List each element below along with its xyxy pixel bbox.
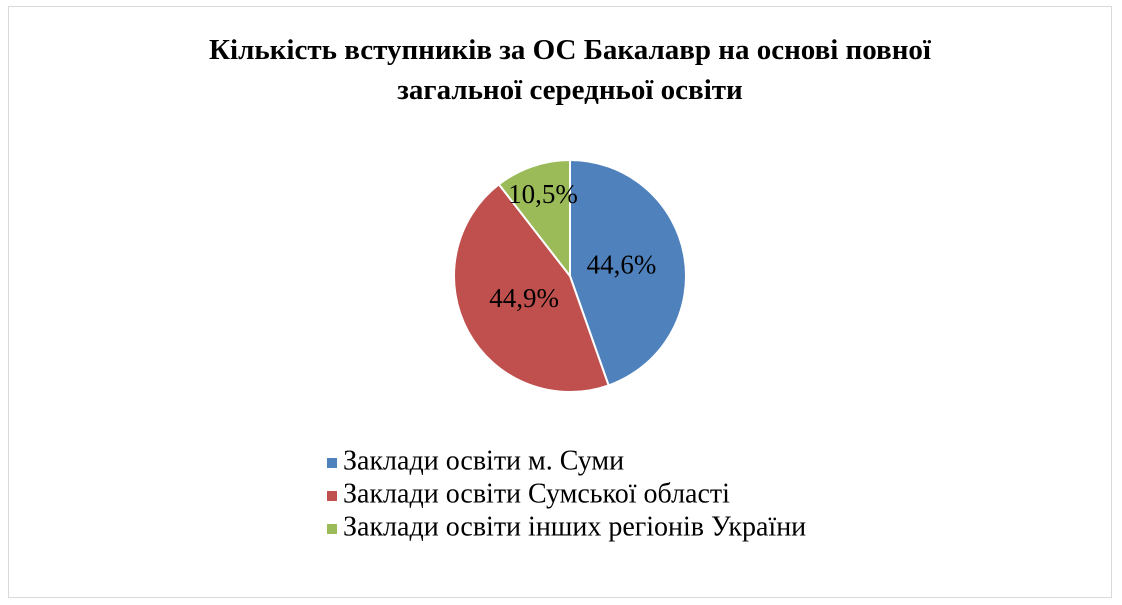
chart-title: Кількість вступників за ОС Бакалавр на о… — [209, 34, 931, 106]
pie-slice — [569, 158, 687, 387]
legend-label: Заклади освіти Сумської області — [343, 478, 730, 509]
chart-frame — [8, 6, 1112, 598]
legend-label: Заклади освіти інших регіонів України — [343, 511, 806, 542]
legend-swatch — [327, 491, 337, 501]
legend-swatch — [327, 524, 337, 534]
pie-slice — [497, 158, 571, 279]
data-label: 44,6% — [587, 249, 657, 279]
data-label: 44,9% — [489, 283, 559, 313]
legend-label: Заклади освіти м. Суми — [343, 445, 624, 476]
legend-swatch — [327, 458, 337, 468]
pie-slice — [453, 182, 610, 393]
data-label: 10,5% — [508, 179, 578, 209]
